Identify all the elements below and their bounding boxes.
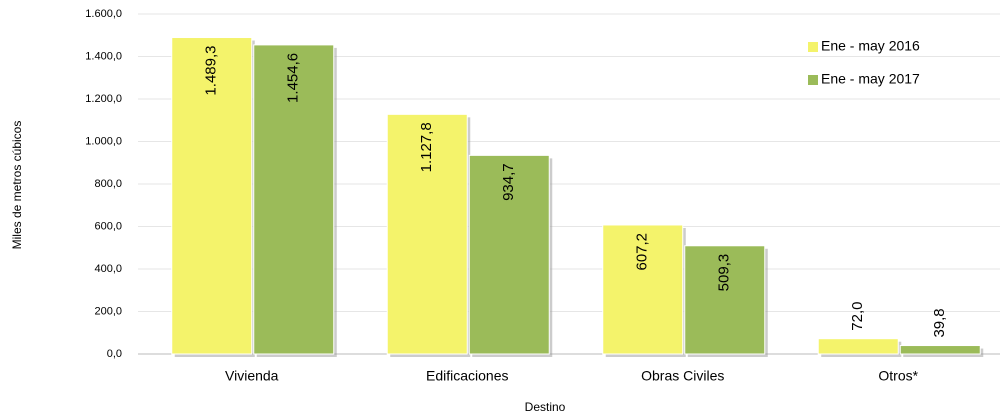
legend-label: Ene - may 2016: [821, 38, 920, 54]
y-tick-label: 1.600,0: [85, 8, 122, 20]
y-tick-label: 600,0: [94, 220, 122, 232]
x-tick-label: Otros*: [878, 368, 918, 384]
value-label: 72,0: [849, 301, 866, 330]
legend-swatch: [808, 75, 818, 85]
bar: [602, 224, 684, 355]
bar: [817, 338, 899, 355]
x-tick-label: Edificaciones: [426, 368, 509, 384]
bar: [468, 154, 550, 355]
x-tick-label: Obras Civiles: [641, 368, 724, 384]
bar: [386, 113, 468, 355]
y-tick-label: 200,0: [94, 305, 122, 317]
legend-label: Ene - may 2017: [821, 71, 920, 87]
value-label: 934,7: [500, 163, 517, 201]
y-tick-label: 1.000,0: [85, 135, 122, 147]
x-tick-label: Vivienda: [225, 368, 279, 384]
y-axis-label: Miles de metros cúbicos: [10, 121, 24, 250]
y-tick-label: 400,0: [94, 263, 122, 275]
bar: [171, 37, 253, 355]
value-label: 607,2: [634, 233, 651, 271]
value-label: 509,3: [716, 254, 733, 292]
y-tick-label: 800,0: [94, 178, 122, 190]
value-label: 1.489,3: [203, 46, 220, 96]
value-label: 39,8: [931, 308, 948, 337]
x-axis-label: Destino: [525, 400, 566, 414]
y-tick-label: 1.200,0: [85, 93, 122, 105]
bar: [899, 345, 981, 355]
bar: [684, 245, 766, 355]
y-tick-label: 1.400,0: [85, 50, 122, 62]
bar: [253, 44, 335, 355]
value-label: 1.454,6: [285, 53, 302, 103]
y-tick-label: 0,0: [107, 348, 122, 360]
legend-swatch: [808, 42, 818, 52]
value-label: 1.127,8: [418, 122, 435, 172]
